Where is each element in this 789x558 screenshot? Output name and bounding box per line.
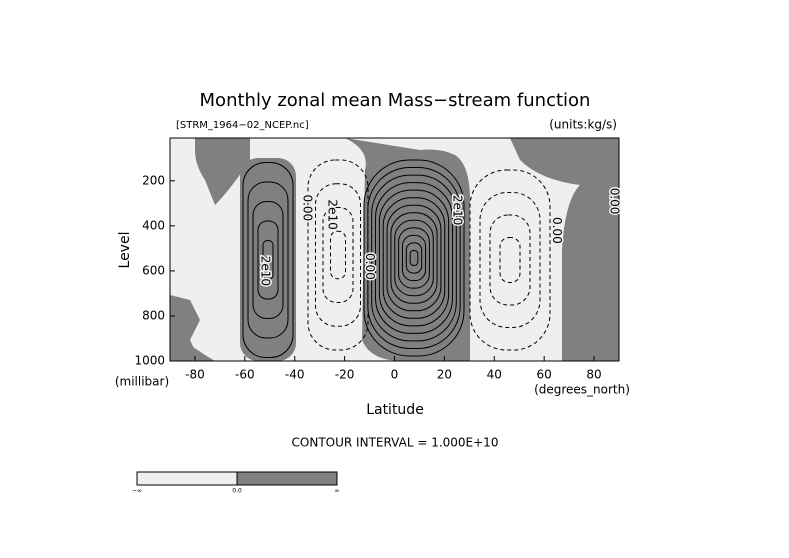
x-axis-unit: (degrees_north)	[534, 383, 630, 397]
colorbar-label: 0.0	[232, 488, 242, 495]
y-tick-label: 600	[142, 263, 165, 277]
x-tick-label: -60	[235, 368, 255, 382]
x-tick-label: 40	[487, 368, 502, 382]
y-tick-label: 1000	[134, 354, 165, 368]
contours	[242, 159, 551, 358]
subtitle: [STRM_1964−02_NCEP.nc]	[176, 120, 309, 131]
contour-label: 2e10	[258, 256, 272, 286]
x-tick-label: 80	[586, 368, 601, 382]
x-tick-label: 20	[437, 368, 452, 382]
contour-label: 0.00	[550, 217, 564, 244]
units-label: (units:kg/s)	[549, 118, 617, 132]
contour-line	[405, 242, 423, 274]
colorbar-label: ∞	[335, 488, 340, 495]
contour-line	[390, 212, 438, 304]
plot-area	[169, 137, 620, 362]
contour-note: CONTOUR INTERVAL = 1.000E+10	[292, 436, 499, 450]
y-tick-label: 200	[142, 173, 165, 187]
contour-line	[247, 181, 289, 339]
contour-line	[409, 249, 419, 267]
contour-label: 2e10	[326, 199, 340, 229]
contour-line	[371, 174, 457, 342]
x-tick-label: 60	[537, 368, 552, 382]
contour-line	[489, 214, 531, 306]
contour-line	[394, 219, 434, 297]
contour-line	[469, 169, 551, 351]
shaded-region	[510, 138, 619, 361]
contour-label: 0.00	[608, 188, 622, 215]
contour-line	[252, 201, 284, 319]
contour-label: 0.00	[363, 253, 377, 280]
contour-line	[242, 162, 294, 358]
x-tick-label: -20	[335, 368, 355, 382]
shaded-region	[170, 295, 200, 361]
chart-title: Monthly zonal mean Mass−stream function	[200, 90, 591, 111]
contour-line	[375, 182, 453, 334]
contour-line	[262, 240, 274, 280]
y-axis-unit: (millibar)	[115, 375, 169, 389]
colorbar-label: −∞	[132, 488, 142, 495]
contour-line	[367, 167, 461, 349]
x-tick-label: -40	[285, 368, 305, 382]
contour-label: 0.00	[301, 194, 315, 221]
contour-line	[386, 204, 442, 312]
y-axis-label: Level	[117, 232, 133, 269]
contour-line	[330, 230, 346, 280]
contour-line	[315, 183, 361, 327]
contour-line	[378, 189, 450, 327]
contour-line	[257, 220, 279, 300]
contour-line	[363, 159, 465, 357]
x-tick-label: -80	[185, 368, 205, 382]
contour-label: 2e10	[450, 195, 464, 225]
shaded-region	[180, 345, 215, 361]
contour-line	[382, 197, 446, 319]
shaded-region	[195, 138, 250, 205]
colorbar-segment	[236, 471, 338, 486]
y-tick-label: 800	[142, 308, 165, 322]
contour-line	[401, 234, 427, 282]
y-tick-label: 400	[142, 218, 165, 232]
contour-line	[499, 237, 521, 283]
colorbar-segment	[136, 471, 238, 486]
contour-line	[307, 159, 369, 351]
x-axis-label: Latitude	[366, 402, 424, 418]
contour-line	[322, 207, 354, 303]
contour-line	[479, 192, 541, 328]
contour-line	[398, 227, 430, 289]
x-tick-label: 0	[391, 368, 399, 382]
